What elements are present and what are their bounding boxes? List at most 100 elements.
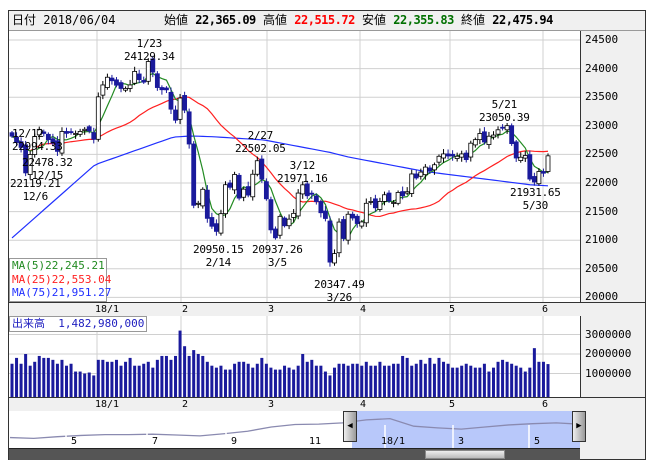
price-axis: 24500 24000 23500 23000 22500 22000 21500 21000… [581, 31, 645, 303]
scrollbar-thumb[interactable] [425, 450, 505, 459]
candle-up [195, 202, 201, 205]
volume-bar [451, 367, 455, 397]
candle-down [500, 126, 505, 129]
candle-up [286, 218, 292, 227]
volume-bar [269, 367, 273, 397]
candle-up [368, 201, 374, 203]
volume-bar [105, 361, 109, 397]
candle-up [291, 212, 297, 218]
candle-up [486, 135, 492, 145]
candle-down [55, 140, 60, 152]
volume-bar [133, 365, 137, 397]
volume-bar [273, 369, 277, 397]
volume-bar [187, 355, 191, 397]
candle-down [509, 125, 515, 144]
range-end-handle[interactable]: ▶ [572, 411, 586, 442]
volume-bar [223, 369, 227, 397]
volume-tick-label: 1000000 [585, 366, 632, 380]
volume-bar [255, 363, 259, 397]
volume-bar [160, 355, 164, 397]
candle-up [104, 76, 110, 88]
candle-down [182, 95, 188, 111]
candle-up [336, 221, 342, 254]
candle-down [304, 183, 310, 197]
quote-header: 日付 2018/06/04 始値 22,365.09 高値 22,515.72 … [9, 11, 645, 31]
candle-up [32, 136, 38, 155]
candle-down [150, 58, 156, 73]
candle-down [91, 132, 97, 140]
candle-down [14, 136, 19, 143]
candle-down [513, 141, 519, 159]
volume-bar [373, 365, 377, 397]
candle-down [259, 158, 265, 180]
candle-down [309, 192, 315, 195]
volume-bar [46, 357, 50, 397]
volume-bar [428, 357, 432, 397]
volume-bar [442, 361, 446, 397]
range-navigator[interactable]: 5 7 9 11 18/1 3 5 [9, 411, 580, 448]
volume-bar [192, 350, 196, 397]
candle-down [168, 91, 174, 110]
candle-down [463, 152, 469, 161]
candle-up [82, 128, 88, 131]
volume-bar [287, 367, 291, 397]
candle-up [409, 173, 415, 194]
candle-down [313, 195, 319, 202]
candle-up [345, 213, 351, 241]
candle-up [73, 133, 78, 135]
volume-bar [169, 359, 173, 397]
candle-down [323, 210, 328, 219]
annotation-high-5-21: 5/21 23050.39 [479, 98, 530, 124]
candle-down [18, 141, 24, 148]
volume-legend: 出来高 1,482,980,000 [9, 316, 148, 332]
month-label: 2 [181, 304, 189, 315]
candle-down [541, 171, 546, 174]
candle-down [41, 131, 47, 134]
candle-up [250, 173, 256, 198]
candle-up [77, 131, 83, 135]
volume-bar [401, 355, 405, 397]
navigator-svg: 5 7 9 11 18/1 3 5 [9, 411, 580, 448]
candle-down [427, 167, 433, 172]
ma-legend: MA(5) 22,245.21 MA(25) 22,553.04 MA(75) 21,… [9, 258, 111, 302]
volume-bar [96, 359, 100, 397]
volume-bar [414, 363, 418, 397]
volume-bar [164, 355, 168, 397]
navigator-month-label: 11 [309, 436, 321, 447]
volume-bar [523, 371, 527, 397]
month-label: 4 [359, 304, 367, 315]
volume-bar [464, 363, 468, 397]
arrow-right-icon: ▶ [576, 421, 582, 431]
candle-down [350, 213, 356, 219]
candle-down [114, 79, 119, 86]
volume-bar [83, 373, 87, 397]
range-start-handle[interactable]: ◀ [343, 411, 357, 442]
candle-down [50, 138, 56, 144]
candle-down [318, 201, 324, 214]
candle-down [9, 132, 15, 137]
month-axis-volume: 18/1 2 3 4 5 6 [9, 397, 645, 412]
candle-down [209, 217, 215, 227]
volume-bar [228, 369, 232, 397]
volume-bar [237, 361, 241, 397]
arrow-left-icon: ◀ [347, 421, 353, 431]
candle-down [118, 82, 124, 89]
volume-bar [28, 365, 32, 397]
volume-bar [546, 364, 550, 397]
price-tick-label: 24000 [585, 61, 619, 75]
candle-up [391, 202, 396, 204]
volume-chart[interactable] [9, 316, 581, 397]
candle-up [300, 184, 306, 195]
candle-up [232, 174, 237, 191]
volume-bar [364, 361, 368, 397]
candle-down [245, 186, 251, 196]
volume-bar [346, 365, 350, 397]
month-label: 5 [448, 304, 456, 315]
price-tick-label: 20500 [585, 261, 619, 275]
volume-bar [296, 365, 300, 397]
volume-bar [242, 361, 246, 397]
month-label: 6 [541, 399, 549, 410]
volume-bar [333, 367, 337, 397]
candle-up [441, 153, 446, 159]
horizontal-scrollbar[interactable] [9, 448, 580, 460]
